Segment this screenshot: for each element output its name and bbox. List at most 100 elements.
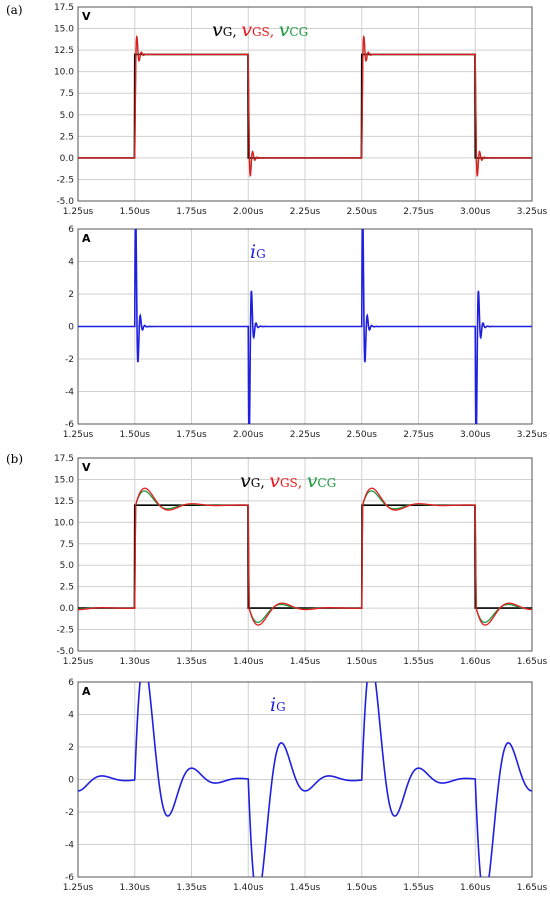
x-tick-label: 1.25us (63, 657, 94, 667)
x-tick-label: 1.45us (290, 657, 321, 667)
x-tick-label: 1.65us (517, 657, 548, 667)
y-tick-label: 4 (68, 711, 74, 721)
x-tick-label: 1.40us (233, 657, 264, 667)
chart-a-current: 6 4 2 0 -2 -4 -61.25us 1.50us 1.75us 2.00us 2.25us… (63, 225, 548, 440)
x-tick-label: 3.25us (517, 430, 548, 440)
legend: vG, vGS, vCG (240, 470, 336, 492)
series-iG-line (78, 682, 532, 877)
x-tick-label: 2.25us (290, 207, 321, 217)
plot-frame (77, 6, 533, 202)
y-tick-label: 12.5 (54, 497, 74, 507)
x-tick-label: 1.60us (460, 883, 491, 893)
y-tick-label: -2 (65, 355, 74, 365)
y-tick-label: 6 (68, 225, 74, 235)
legend-symbol: v (212, 19, 223, 41)
x-tick-label: 1.35us (176, 657, 207, 667)
x-tick-label: 2.00us (233, 207, 264, 217)
x-tick-label: 1.55us (403, 883, 434, 893)
legend-symbol: v (269, 470, 280, 492)
x-tick-label: 2.50us (347, 430, 378, 440)
chart-a-voltage: 17.5 15.0 12.5 10.0 7.5 5.0 2.5 0.0 -2.5 -5.01.25… (54, 3, 548, 217)
x-tick-label: 1.75us (176, 207, 207, 217)
legend-subscript: CG (317, 476, 336, 490)
y-tick-label: 17.5 (54, 3, 74, 13)
y-tick-label: 7.5 (60, 540, 74, 550)
panel-label-a: (a) (6, 3, 23, 17)
y-tick-label: 15.0 (54, 25, 74, 35)
y-tick-label: -4 (65, 388, 74, 398)
series-vGS-line (78, 36, 532, 177)
legend-subscript: G (256, 247, 266, 261)
x-tick-label: 1.50us (347, 883, 378, 893)
x-tick-label: 2.50us (347, 207, 378, 217)
y-tick-label: 0 (68, 776, 74, 786)
legend-subscript: CG (289, 25, 308, 39)
legend-symbol: i (250, 241, 256, 263)
legend-separator: , (232, 24, 241, 40)
legend-symbol: i (270, 694, 276, 716)
x-tick-label: 1.60us (460, 657, 491, 667)
legend-symbol: v (241, 19, 252, 41)
legend: vG, vGS, vCG (212, 19, 308, 41)
x-tick-label: 1.65us (517, 883, 548, 893)
unit-label: V (82, 461, 91, 474)
y-tick-label: 0.0 (60, 604, 75, 614)
y-tick-label: 2 (68, 743, 74, 753)
panel-label-b: (b) (6, 452, 23, 466)
legend-subscript: G (251, 476, 261, 490)
plot-frame (77, 681, 533, 878)
x-tick-label: 1.50us (347, 657, 378, 667)
legend-subscript: G (223, 25, 233, 39)
x-tick-label: 1.25us (63, 207, 94, 217)
y-tick-label: -2.5 (56, 626, 74, 636)
y-tick-label: 10.0 (54, 518, 74, 528)
legend-subscript: GS (252, 25, 270, 39)
x-tick-label: 1.75us (176, 430, 207, 440)
legend-subscript: GS (280, 476, 298, 490)
y-tick-label: 6 (68, 678, 74, 688)
legend-symbol: v (279, 19, 290, 41)
x-tick-label: 1.50us (120, 207, 151, 217)
series-iG-line (78, 229, 532, 424)
chart-b-current: 6 4 2 0 -2 -4 -61.25us 1.30us 1.35us 1.40us 1.45us… (63, 678, 548, 893)
legend-separator: , (298, 475, 307, 491)
x-tick-label: 1.50us (120, 430, 151, 440)
y-tick-label: 0 (68, 323, 74, 333)
legend-separator: , (270, 24, 279, 40)
y-tick-label: -6 (65, 873, 74, 883)
y-tick-label: 0.0 (60, 154, 75, 164)
y-tick-label: -6 (65, 420, 74, 430)
y-tick-label: 2.5 (60, 583, 74, 593)
y-tick-label: 7.5 (60, 89, 74, 99)
unit-label: V (82, 10, 91, 23)
y-tick-label: -5.0 (56, 197, 74, 207)
y-tick-label: 2.5 (60, 132, 74, 142)
series-vGS-line (78, 487, 532, 626)
x-tick-label: 1.25us (63, 883, 94, 893)
y-tick-label: 4 (68, 258, 74, 268)
x-tick-label: 1.25us (63, 430, 94, 440)
y-tick-label: 5.0 (60, 111, 75, 121)
x-tick-label: 1.30us (120, 883, 151, 893)
x-tick-label: 2.75us (403, 430, 434, 440)
y-tick-label: 5.0 (60, 561, 75, 571)
x-tick-label: 1.55us (403, 657, 434, 667)
x-tick-label: 1.30us (120, 657, 151, 667)
legend: iG (270, 694, 286, 716)
chart-b-voltage: 17.5 15.0 12.5 10.0 7.5 5.0 2.5 0.0 -2.5 -5.01.25… (54, 454, 548, 667)
plot-frame (77, 457, 533, 652)
legend: iG (250, 241, 266, 263)
x-tick-label: 3.00us (460, 207, 491, 217)
unit-label: A (82, 685, 91, 698)
x-tick-label: 1.35us (176, 883, 207, 893)
y-tick-label: 2 (68, 290, 74, 300)
x-tick-label: 2.25us (290, 430, 321, 440)
y-tick-label: -4 (65, 841, 74, 851)
y-tick-label: -2 (65, 808, 74, 818)
legend-symbol: v (240, 470, 251, 492)
x-tick-label: 3.00us (460, 430, 491, 440)
legend-subscript: G (276, 700, 286, 714)
y-tick-label: 17.5 (54, 454, 74, 464)
y-tick-label: -2.5 (56, 175, 74, 185)
y-tick-label: 15.0 (54, 475, 74, 485)
